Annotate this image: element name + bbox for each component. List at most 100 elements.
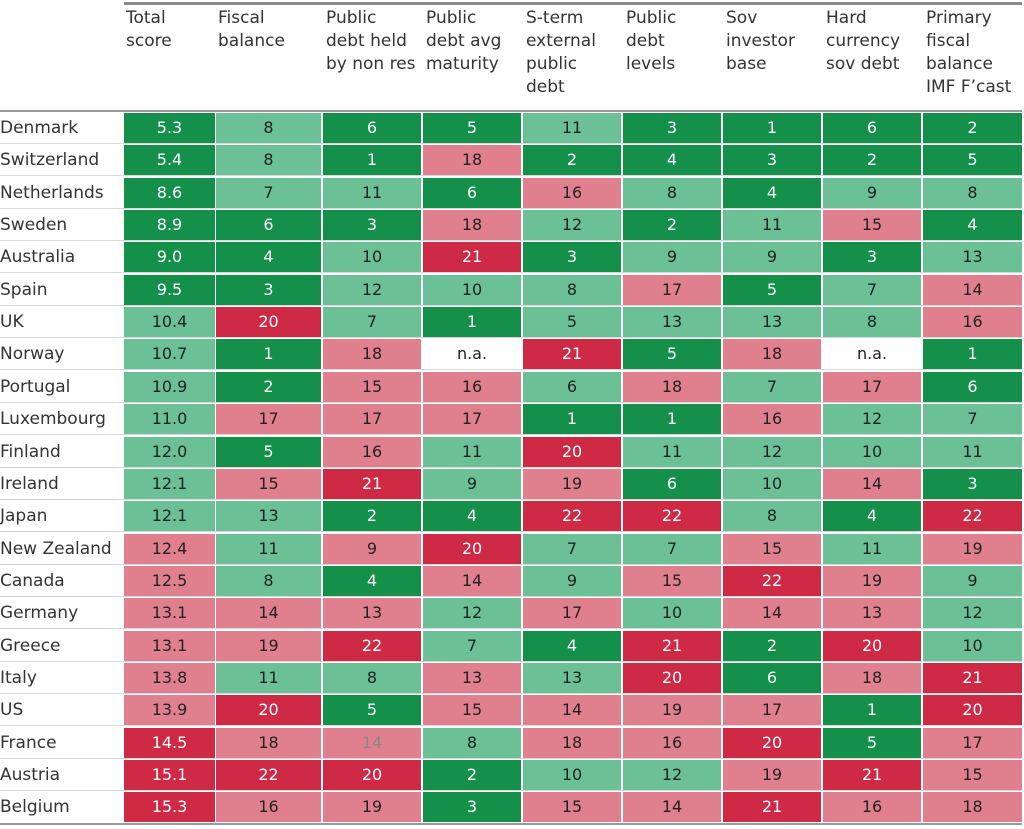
row-label: Germany [0, 603, 79, 623]
table-cell: 6 [723, 663, 821, 693]
table-cell: 15 [423, 695, 521, 725]
table-cell: 21 [823, 760, 921, 790]
table-cell: 16 [323, 437, 421, 467]
table-cell: 8 [216, 113, 321, 143]
table-cell: 13 [923, 242, 1022, 272]
table-cell: 21 [723, 792, 821, 822]
column-header: S-term external public debt [526, 8, 596, 97]
row-label: Ireland [0, 474, 59, 494]
table-cell: 5 [923, 145, 1022, 175]
row-separator [0, 628, 1022, 629]
row-separator [0, 758, 1022, 759]
table-cell: 14 [216, 598, 321, 628]
header-bottom-rule [0, 110, 1022, 112]
table-cell: 7 [723, 372, 821, 402]
column-header: Total score [126, 8, 172, 51]
row-separator [0, 790, 1022, 791]
table-cell: 11.0 [124, 404, 215, 434]
table-cell: 3 [216, 275, 321, 305]
table-cell: 4 [723, 178, 821, 208]
row-separator [0, 305, 1022, 306]
row-label: Switzerland [0, 150, 100, 170]
table-cell: 8 [623, 178, 721, 208]
table-cell: 3 [523, 242, 621, 272]
table-cell: 13 [823, 598, 921, 628]
table-cell: 7 [623, 534, 721, 564]
table-cell: 6 [323, 113, 421, 143]
table-cell: 16 [216, 792, 321, 822]
table-cell: 1 [623, 404, 721, 434]
row-separator [0, 337, 1022, 338]
row-separator [0, 531, 1022, 532]
row-separator [0, 272, 1022, 273]
table-cell: 20 [323, 760, 421, 790]
table-cell: 5.3 [124, 113, 215, 143]
table-cell: 20 [523, 437, 621, 467]
table-bottom-rule [0, 823, 1022, 825]
table-cell: 14 [523, 695, 621, 725]
table-cell: 7 [323, 307, 421, 337]
table-cell: 18 [623, 372, 721, 402]
column-header: Primary fiscal balance IMF F’cast [926, 8, 1012, 97]
table-cell: 4 [523, 631, 621, 661]
table-cell: 19 [923, 534, 1022, 564]
table-cell: 20 [923, 695, 1022, 725]
table-cell: 7 [823, 275, 921, 305]
table-cell: 10 [423, 275, 521, 305]
column-header: Public debt avg maturity [426, 8, 502, 74]
table-cell: 2 [423, 760, 521, 790]
row-separator [0, 434, 1022, 435]
table-cell: 15 [723, 534, 821, 564]
table-cell: 16 [923, 307, 1022, 337]
table-cell: 14 [923, 275, 1022, 305]
table-cell: 16 [523, 178, 621, 208]
column-header: Sov investor base [726, 8, 795, 74]
table-cell: 8 [216, 566, 321, 596]
table-cell: 20 [216, 307, 321, 337]
row-label: Canada [0, 571, 65, 591]
table-cell: 9 [723, 242, 821, 272]
row-label: Italy [0, 668, 37, 688]
table-cell: 5 [423, 113, 521, 143]
table-cell: 20 [823, 631, 921, 661]
table-cell: 6 [823, 113, 921, 143]
table-cell: 2 [216, 372, 321, 402]
row-label: Australia [0, 247, 76, 267]
table-cell: 15.1 [124, 760, 215, 790]
table-cell: 9 [323, 534, 421, 564]
table-cell: 20 [723, 728, 821, 758]
table-cell: 15.3 [124, 792, 215, 822]
table-cell: 19 [216, 631, 321, 661]
table-cell: 19 [323, 792, 421, 822]
row-separator [0, 143, 1022, 144]
table-cell: 6 [216, 210, 321, 240]
table-cell: 12 [823, 404, 921, 434]
table-cell: 8 [323, 663, 421, 693]
column-header: Hard currency sov debt [826, 8, 901, 74]
table-cell: 8 [823, 307, 921, 337]
table-cell: 5.4 [124, 145, 215, 175]
table-cell: 18 [323, 339, 421, 369]
table-cell: n.a. [823, 339, 921, 369]
table-cell: 19 [723, 760, 821, 790]
table-cell: 10 [523, 760, 621, 790]
table-cell: 7 [923, 404, 1022, 434]
table-cell: 10 [323, 242, 421, 272]
table-cell: 1 [323, 145, 421, 175]
table-cell: 9 [523, 566, 621, 596]
table-cell: 16 [623, 728, 721, 758]
table-cell: 18 [523, 728, 621, 758]
table-cell: 10 [923, 631, 1022, 661]
table-cell: 3 [923, 469, 1022, 499]
table-cell: 11 [823, 534, 921, 564]
table-cell: 14 [623, 792, 721, 822]
table-cell: 21 [423, 242, 521, 272]
table-cell: 18 [423, 210, 521, 240]
table-cell: 4 [623, 145, 721, 175]
row-label: Belgium [0, 797, 70, 817]
row-label: Spain [0, 280, 48, 300]
row-label: Norway [0, 344, 65, 364]
table-cell: 15 [823, 210, 921, 240]
table-cell: 22 [523, 501, 621, 531]
table-cell: 11 [216, 534, 321, 564]
